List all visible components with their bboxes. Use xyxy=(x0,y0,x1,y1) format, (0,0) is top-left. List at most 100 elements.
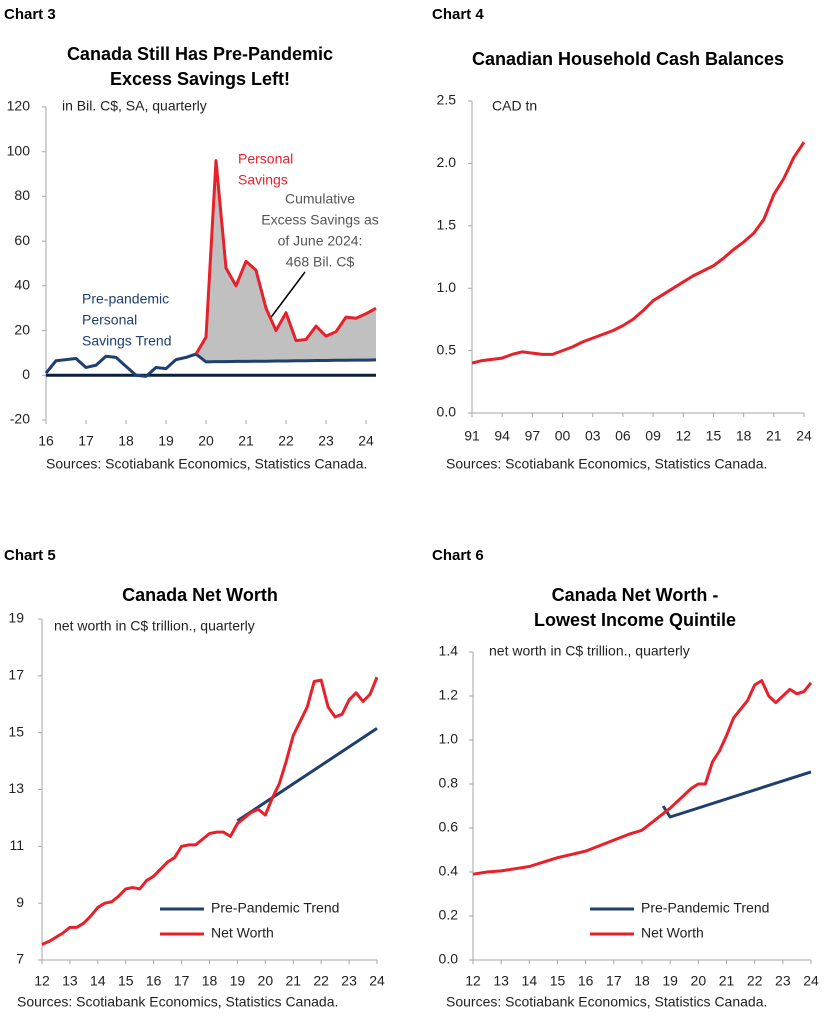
x-tick-label: 24 xyxy=(803,973,819,989)
excess-area xyxy=(196,160,376,362)
annotation: Personal xyxy=(82,312,137,328)
x-tick-label: 22 xyxy=(747,973,763,989)
y-tick-label: 0.8 xyxy=(439,775,459,791)
y-tick-label: 1.2 xyxy=(439,687,459,703)
x-tick-label: 12 xyxy=(34,973,50,989)
y-tick-label: 2.5 xyxy=(437,92,457,108)
y-tick-label: 2.0 xyxy=(437,154,457,170)
x-tick-label: 20 xyxy=(691,973,707,989)
x-tick-label: 94 xyxy=(494,428,510,444)
series-line xyxy=(236,727,378,823)
x-tick-label: 15 xyxy=(550,973,566,989)
y-tick-label: 13 xyxy=(8,780,24,796)
source: Sources: Scotiabank Economics, Statistic… xyxy=(446,994,767,1010)
x-tick-label: 22 xyxy=(278,433,294,449)
chart-label: Chart 3 xyxy=(4,6,56,23)
subtitle: in Bil. C$, SA, quarterly xyxy=(62,98,207,114)
series-line xyxy=(41,676,379,946)
series-line xyxy=(661,770,812,819)
y-tick-label: 9 xyxy=(16,894,24,910)
chart-title: Canada Net Worth - xyxy=(552,585,719,605)
x-tick-label: 20 xyxy=(198,433,214,449)
y-tick-label: 11 xyxy=(9,837,24,853)
annotation: Personal xyxy=(238,151,293,167)
x-tick-label: 03 xyxy=(585,428,601,444)
subtitle: net worth in C$ trillion., quarterly xyxy=(54,618,255,634)
x-tick-label: 12 xyxy=(675,428,691,444)
x-tick-label: 24 xyxy=(796,428,812,444)
y-tick-label: 7 xyxy=(16,951,24,967)
x-tick-label: 19 xyxy=(662,973,678,989)
source: Sources: Scotiabank Economics, Statistic… xyxy=(17,994,338,1010)
annotation: of June 2024: xyxy=(278,233,363,249)
y-tick-label: 19 xyxy=(8,610,24,626)
y-tick-label: 120 xyxy=(7,98,31,114)
y-tick-label: 15 xyxy=(8,723,24,739)
x-tick-label: 16 xyxy=(38,433,54,449)
x-tick-label: 24 xyxy=(358,433,374,449)
x-tick-label: 91 xyxy=(464,428,480,444)
x-tick-label: 15 xyxy=(706,428,722,444)
annotation: Savings Trend xyxy=(82,333,172,349)
annotation: Savings xyxy=(238,172,288,188)
x-tick-label: 21 xyxy=(285,973,301,989)
x-tick-label: 17 xyxy=(606,973,622,989)
y-tick-label: 60 xyxy=(14,232,30,248)
x-tick-label: 18 xyxy=(118,433,134,449)
subtitle: net worth in C$ trillion., quarterly xyxy=(489,643,690,659)
y-tick-label: 1.0 xyxy=(439,731,459,747)
x-tick-label: 21 xyxy=(766,428,782,444)
series-line xyxy=(194,159,377,355)
source: Sources: Scotiabank Economics, Statistic… xyxy=(46,456,367,472)
legend-label: Pre-Pandemic Trend xyxy=(641,900,769,916)
y-tick-label: 0 xyxy=(22,366,30,382)
legend-label: Net Worth xyxy=(211,925,274,941)
x-tick-label: 12 xyxy=(465,973,481,989)
x-tick-label: 21 xyxy=(238,433,254,449)
y-tick-label: 0.0 xyxy=(439,951,459,967)
y-tick-label: 80 xyxy=(14,187,30,203)
x-tick-label: 22 xyxy=(313,973,329,989)
chart-title: Canadian Household Cash Balances xyxy=(472,49,784,69)
annotation: Excess Savings as xyxy=(261,212,379,228)
x-tick-label: 00 xyxy=(555,428,571,444)
y-tick-label: 0.4 xyxy=(439,863,459,879)
y-tick-label: -20 xyxy=(10,411,30,427)
y-tick-label: 40 xyxy=(14,277,30,293)
x-tick-label: 17 xyxy=(174,973,190,989)
annotation: Cumulative xyxy=(285,191,355,207)
y-tick-label: 0.2 xyxy=(439,907,459,923)
x-tick-label: 09 xyxy=(645,428,661,444)
x-tick-label: 17 xyxy=(78,433,94,449)
legend-label: Net Worth xyxy=(641,925,704,941)
annotation: Pre-pandemic xyxy=(82,291,169,307)
x-tick-label: 97 xyxy=(525,428,541,444)
x-tick-label: 18 xyxy=(634,973,650,989)
x-tick-label: 23 xyxy=(318,433,334,449)
x-tick-label: 15 xyxy=(118,973,134,989)
x-tick-label: 23 xyxy=(341,973,357,989)
x-tick-label: 21 xyxy=(719,973,735,989)
x-tick-label: 06 xyxy=(615,428,631,444)
y-tick-label: 1.5 xyxy=(437,217,457,233)
x-tick-label: 13 xyxy=(62,973,78,989)
y-tick-label: 100 xyxy=(7,142,31,158)
chart-title: Canada Still Has Pre-Pandemic xyxy=(67,44,333,64)
x-tick-label: 18 xyxy=(736,428,752,444)
series-line xyxy=(471,141,806,365)
y-tick-label: 1.0 xyxy=(437,279,457,295)
x-tick-label: 19 xyxy=(158,433,174,449)
x-tick-label: 16 xyxy=(578,973,594,989)
chart-title: Canada Net Worth xyxy=(122,585,278,605)
x-tick-label: 13 xyxy=(493,973,509,989)
chart-title: Lowest Income Quintile xyxy=(534,610,736,630)
x-tick-label: 20 xyxy=(258,973,274,989)
y-tick-label: 0.5 xyxy=(437,341,457,357)
x-tick-label: 18 xyxy=(202,973,218,989)
x-tick-label: 23 xyxy=(775,973,791,989)
y-tick-label: 20 xyxy=(14,321,30,337)
x-tick-label: 24 xyxy=(369,973,385,989)
chart-label: Chart 5 xyxy=(4,547,56,564)
